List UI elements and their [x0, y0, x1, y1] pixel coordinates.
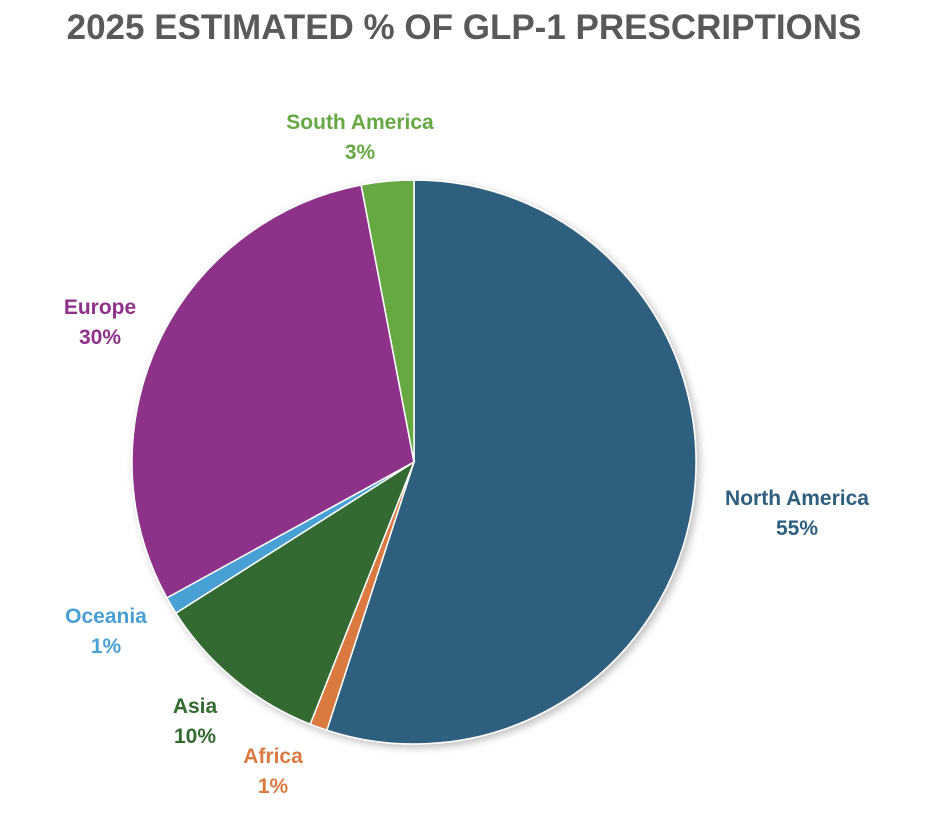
- data-label-name: South America: [286, 111, 434, 134]
- data-label-value: 1%: [91, 635, 122, 658]
- data-label-value: 55%: [776, 517, 818, 540]
- data-label-value: 30%: [79, 326, 121, 349]
- chart-title: 2025 ESTIMATED % OF GLP-1 PRESCRIPTIONS: [66, 8, 862, 47]
- data-label-name: North America: [725, 487, 869, 510]
- slice-europe: [131, 184, 415, 599]
- data-label-value: 10%: [174, 725, 216, 748]
- data-label-name: Africa: [243, 745, 303, 768]
- slice-south-america: [360, 179, 415, 463]
- data-label-name: Europe: [64, 296, 136, 319]
- data-label-value: 3%: [345, 141, 376, 164]
- data-label-name: Oceania: [65, 605, 147, 628]
- slice-north-america: [325, 179, 697, 745]
- data-label-name: Asia: [173, 695, 218, 718]
- data-label-value: 1%: [258, 775, 289, 798]
- slice-asia: [174, 460, 416, 726]
